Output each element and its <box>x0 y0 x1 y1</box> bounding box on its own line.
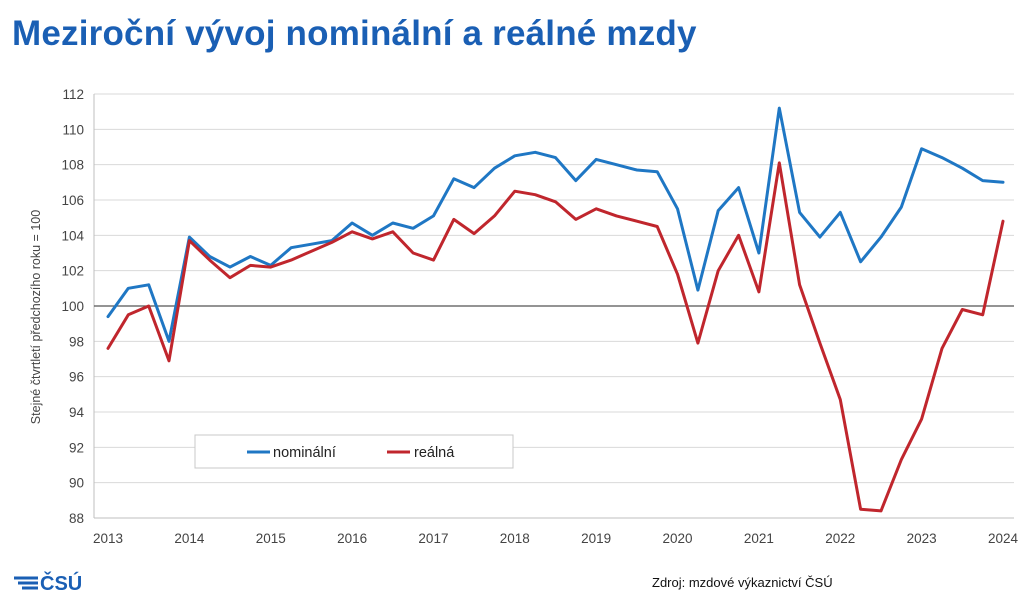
y-tick-label: 92 <box>69 440 84 455</box>
source-note: Zdroj: mzdové výkaznictví ČSÚ <box>652 575 833 590</box>
x-tick-label: 2014 <box>174 531 205 546</box>
x-tick-label: 2016 <box>337 531 367 546</box>
y-tick-label: 94 <box>69 405 85 420</box>
x-tick-label: 2017 <box>418 531 448 546</box>
legend: nominální reálná <box>194 434 514 469</box>
x-tick-label: 2023 <box>907 531 937 546</box>
x-tick-label: 2015 <box>256 531 286 546</box>
y-tick-label: 106 <box>61 193 84 208</box>
tick-labels: 88 90 92 94 96 98 100 102 104 106 108 110 112 2013 201… <box>61 87 1018 546</box>
y-tick-label: 90 <box>69 476 84 491</box>
legend-label-real: reálná <box>414 445 455 461</box>
x-tick-label: 2013 <box>93 531 123 546</box>
series <box>106 106 1005 513</box>
y-tick-label: 98 <box>69 334 84 349</box>
series-line-real <box>106 161 1005 513</box>
x-tick-label: 2018 <box>500 531 530 546</box>
y-tick-label: 88 <box>69 511 84 526</box>
x-tick-label: 2021 <box>744 531 774 546</box>
axes <box>93 94 1014 519</box>
y-axis-label: Stejné čtvrtletí předchozího roku = 100 <box>29 210 43 424</box>
x-tick-label: 2024 <box>988 531 1019 546</box>
y-tick-label: 110 <box>62 122 84 137</box>
x-tick-label: 2019 <box>581 531 611 546</box>
logo-text: ČSÚ <box>40 571 82 594</box>
x-tick-label: 2020 <box>663 531 693 546</box>
chart-title: Meziroční vývoj nominální a reálné mzdy <box>12 14 697 53</box>
series-line-nominal <box>106 106 1005 343</box>
y-tick-label: 112 <box>62 87 84 102</box>
csu-logo: ČSÚ <box>14 571 82 594</box>
legend-box <box>194 434 514 469</box>
y-tick-label: 108 <box>61 158 84 173</box>
legend-label-nominal: nominální <box>273 445 336 461</box>
y-tick-label: 96 <box>69 370 84 385</box>
x-tick-label: 2022 <box>825 531 855 546</box>
y-tick-label: 100 <box>61 299 84 314</box>
y-tick-label: 102 <box>61 264 84 279</box>
y-tick-label: 104 <box>61 228 84 243</box>
